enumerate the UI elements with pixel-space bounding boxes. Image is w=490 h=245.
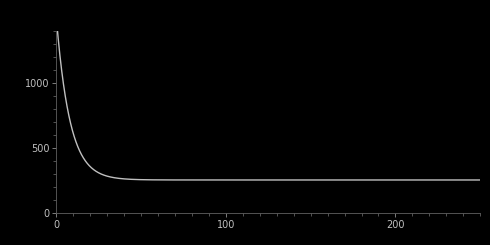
Text: Graph: Graph [20, 12, 54, 22]
